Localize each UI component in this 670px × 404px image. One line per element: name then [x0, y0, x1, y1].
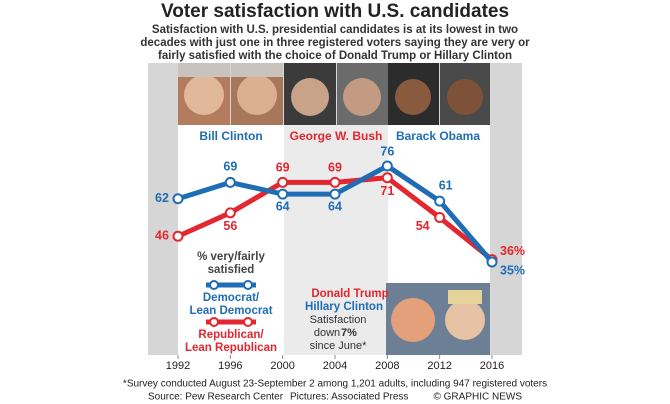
point	[434, 195, 446, 207]
value-label: 46	[155, 229, 169, 243]
note: 7%	[341, 327, 357, 339]
president-label: Barack Obama	[396, 129, 480, 143]
legend-label-line: Lean Democrat	[189, 305, 272, 317]
point	[486, 256, 498, 268]
x-tick-label: 1996	[218, 360, 242, 372]
legend-swatch	[209, 280, 219, 290]
legend-label: Democrat/Lean Democrat	[189, 292, 272, 317]
legend-label-line: Lean Republican	[185, 342, 277, 354]
president-label: George W. Bush	[290, 129, 383, 143]
band	[178, 125, 284, 355]
footnote: *Survey conducted August 23-September 2 …	[123, 379, 547, 390]
subtitle: decades with just one in three registere…	[140, 37, 530, 49]
president-label: Bill Clinton	[199, 129, 262, 143]
point	[277, 176, 289, 188]
point	[224, 176, 236, 188]
point	[172, 230, 184, 242]
value-label: 76	[380, 144, 394, 158]
legend-swatch	[209, 317, 219, 327]
x-tick-label: 2016	[480, 360, 504, 372]
value-label: 71	[380, 184, 394, 198]
subtitle: Satisfaction with U.S. presidential cand…	[152, 24, 518, 36]
chart-title: Voter satisfaction with U.S. candidates	[161, 1, 509, 22]
credit: Pictures: Associated Press	[290, 392, 408, 403]
legend-label-line: Republican/	[198, 329, 264, 341]
credit: © GRAPHIC NEWS	[434, 392, 523, 403]
x-tick-label: 2008	[375, 360, 399, 372]
note-name: Hillary Clinton	[305, 301, 383, 313]
point	[224, 207, 236, 219]
x-tick-label: 2004	[323, 360, 347, 372]
note-name: Donald Trump	[311, 288, 388, 300]
note: since June*	[310, 340, 368, 352]
band	[284, 125, 388, 355]
legend-label: Republican/Lean Republican	[185, 329, 277, 354]
legend-title: satisfied	[208, 264, 255, 276]
legend-swatch	[243, 280, 253, 290]
point	[277, 188, 289, 200]
source: Source: Pew Research Center	[148, 392, 284, 403]
point	[329, 176, 341, 188]
note: Satisfaction	[310, 314, 367, 326]
value-label: 35%	[500, 263, 525, 277]
value-label: 64	[328, 199, 342, 213]
legend-label-line: Democrat/	[203, 292, 260, 304]
value-label: 69	[328, 161, 342, 175]
point	[381, 160, 393, 172]
photos	[178, 63, 490, 355]
value-label: 62	[155, 191, 169, 205]
x-tick-label: 1992	[166, 360, 190, 372]
point	[172, 193, 184, 205]
subtitle: fairly satisfied with the choice of Dona…	[158, 50, 512, 62]
value-label: 69	[223, 160, 237, 174]
value-label: 64	[276, 199, 290, 213]
x-tick-label: 2000	[270, 360, 294, 372]
value-label: 36%	[500, 244, 525, 258]
point	[329, 188, 341, 200]
legend-title: % very/fairly	[197, 251, 265, 263]
value-label: 69	[276, 161, 290, 175]
point	[434, 212, 446, 224]
value-label: 61	[439, 178, 453, 192]
value-label: 54	[416, 219, 430, 233]
x-tick-label: 2012	[427, 360, 451, 372]
value-label: 56	[223, 219, 237, 233]
note: down	[314, 327, 340, 339]
legend-swatch	[243, 317, 253, 327]
point	[381, 172, 393, 184]
